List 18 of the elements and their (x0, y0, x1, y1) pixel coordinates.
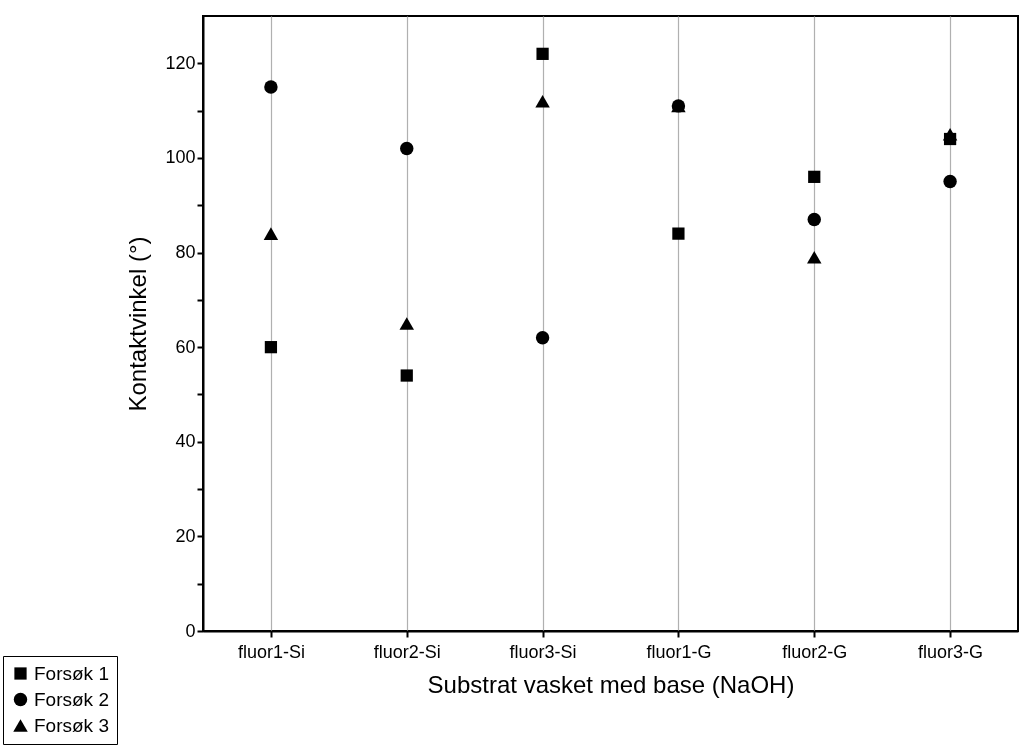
x-tick-label: fluor1-G (646, 641, 712, 662)
x-tick-label: fluor2-Si (373, 641, 441, 662)
legend-label: Forsøk 1 (34, 662, 109, 684)
y-tick-label: 100 (165, 147, 196, 168)
x-tick-label: fluor3-Si (509, 641, 577, 662)
x-tick-label: fluor3-G (918, 641, 984, 662)
legend-label: Forsøk 2 (34, 688, 109, 710)
y-tick-label: 20 (175, 525, 196, 546)
y-tick-label: 60 (175, 336, 196, 357)
x-axis-title: Substrat vasket med base (NaOH) (427, 670, 795, 698)
x-tick-label: fluor2-G (782, 641, 848, 662)
legend-label: Forsøk 3 (34, 714, 109, 736)
y-tick-label: 40 (175, 431, 196, 452)
y-tick-label: 120 (165, 52, 196, 73)
x-tick-label: fluor1-Si (237, 641, 305, 662)
y-tick-label: 0 (185, 620, 196, 641)
y-axis-title: Kontaktvinkel (°) (124, 236, 152, 412)
y-tick-label: 80 (175, 242, 196, 263)
